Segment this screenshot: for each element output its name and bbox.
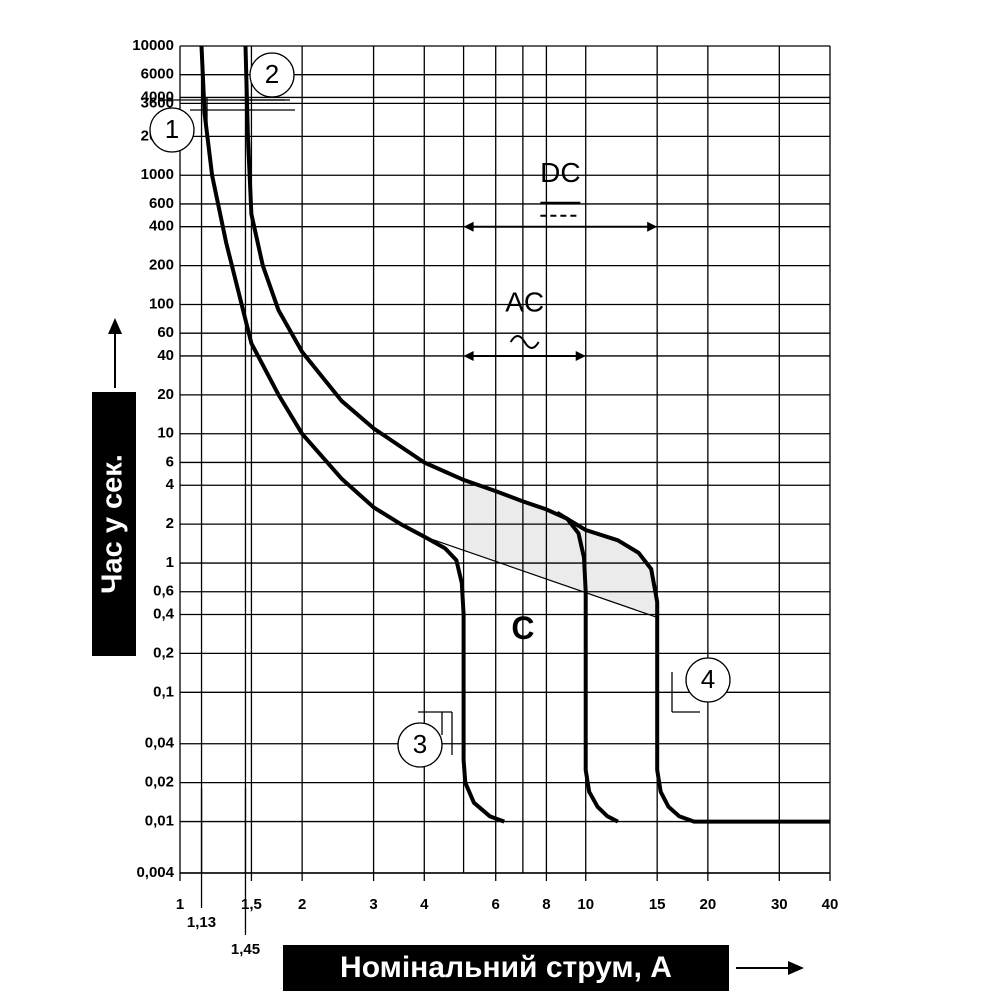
x-tick-label: 8 bbox=[542, 896, 550, 913]
x-tick-label: 3 bbox=[369, 896, 377, 913]
y-tick-label: 0,1 bbox=[153, 683, 174, 700]
y-tick-label: 6000 bbox=[141, 66, 174, 83]
callout-circle bbox=[249, 52, 295, 98]
y-tick-label: 0,6 bbox=[153, 583, 174, 600]
y-tick-label: 400 bbox=[149, 218, 174, 235]
y-tick-label: 0,4 bbox=[153, 605, 175, 622]
y-tick-label: 4000 bbox=[141, 88, 174, 105]
callout-label: 4 bbox=[701, 664, 715, 694]
callout-circle bbox=[685, 657, 731, 703]
callout-label: 2 bbox=[265, 59, 279, 89]
y-tick-label: 100 bbox=[149, 295, 174, 312]
x-title-box bbox=[283, 945, 729, 991]
curve bbox=[243, 45, 830, 824]
y-title: Час у сек. bbox=[97, 454, 129, 594]
shade-layer bbox=[463, 479, 658, 618]
y-tick-label: 10 bbox=[157, 425, 174, 442]
y-tick-label: 10000 bbox=[132, 37, 174, 54]
x-tick-label: 1,5 bbox=[241, 896, 262, 913]
y-tick-label: 2 bbox=[166, 515, 174, 532]
y-tick-label: 40 bbox=[157, 347, 174, 364]
x-tick-label: 10 bbox=[577, 896, 594, 913]
y-tick-label: 60 bbox=[157, 324, 174, 341]
y-tick-label: 0,01 bbox=[145, 813, 174, 830]
x-tick-label: 4 bbox=[420, 896, 429, 913]
x-tick-label: 20 bbox=[700, 896, 717, 913]
y-tick-label: 200 bbox=[149, 257, 174, 274]
range-label: AC bbox=[505, 286, 544, 317]
x-arrow-head bbox=[788, 961, 804, 975]
y-tick-label: 20 bbox=[157, 386, 174, 403]
callout-circle bbox=[397, 722, 443, 768]
range-label: DC bbox=[540, 157, 580, 188]
y-tick-label: 600 bbox=[149, 195, 174, 212]
y-title-box bbox=[92, 392, 136, 656]
y-tick-label: 0,2 bbox=[153, 644, 174, 661]
main-layer: 1000060004000360020001000600400200100604… bbox=[132, 37, 838, 958]
x-tick-label: 15 bbox=[649, 896, 666, 913]
grid-layer bbox=[179, 45, 831, 935]
y-tick-label: 0,02 bbox=[145, 774, 174, 791]
y-tick-label: 0,004 bbox=[136, 864, 174, 881]
y-tick-label: 0,04 bbox=[145, 735, 175, 752]
shaded-zone bbox=[463, 479, 658, 618]
x-tick-label: 30 bbox=[771, 896, 788, 913]
curve bbox=[424, 536, 658, 618]
x-tick-label: 2 bbox=[298, 896, 306, 913]
y-tick-label: 1000 bbox=[141, 166, 174, 183]
x-tick-label: 6 bbox=[492, 896, 500, 913]
y-tick-label: 4 bbox=[166, 476, 175, 493]
x-title: Номінальний струм, А bbox=[340, 951, 672, 984]
ac-symbol bbox=[509, 334, 540, 349]
callout-label: 1 bbox=[165, 114, 179, 144]
callout-circle bbox=[149, 107, 195, 153]
curve bbox=[556, 510, 619, 824]
x-tick-label: 1,13 bbox=[187, 914, 216, 931]
x-tick-label: 1,45 bbox=[231, 941, 260, 958]
curve bbox=[199, 45, 505, 824]
region-label: C bbox=[511, 610, 534, 646]
x-tick-label: 40 bbox=[822, 896, 839, 913]
y-tick-label: 6 bbox=[166, 453, 174, 470]
y-tick-label: 1 bbox=[166, 554, 174, 571]
x-tick-label: 1 bbox=[176, 896, 184, 913]
y-tick-label: 3600 bbox=[141, 94, 174, 111]
y-arrow-head bbox=[108, 318, 122, 334]
callout-label: 3 bbox=[413, 729, 427, 759]
